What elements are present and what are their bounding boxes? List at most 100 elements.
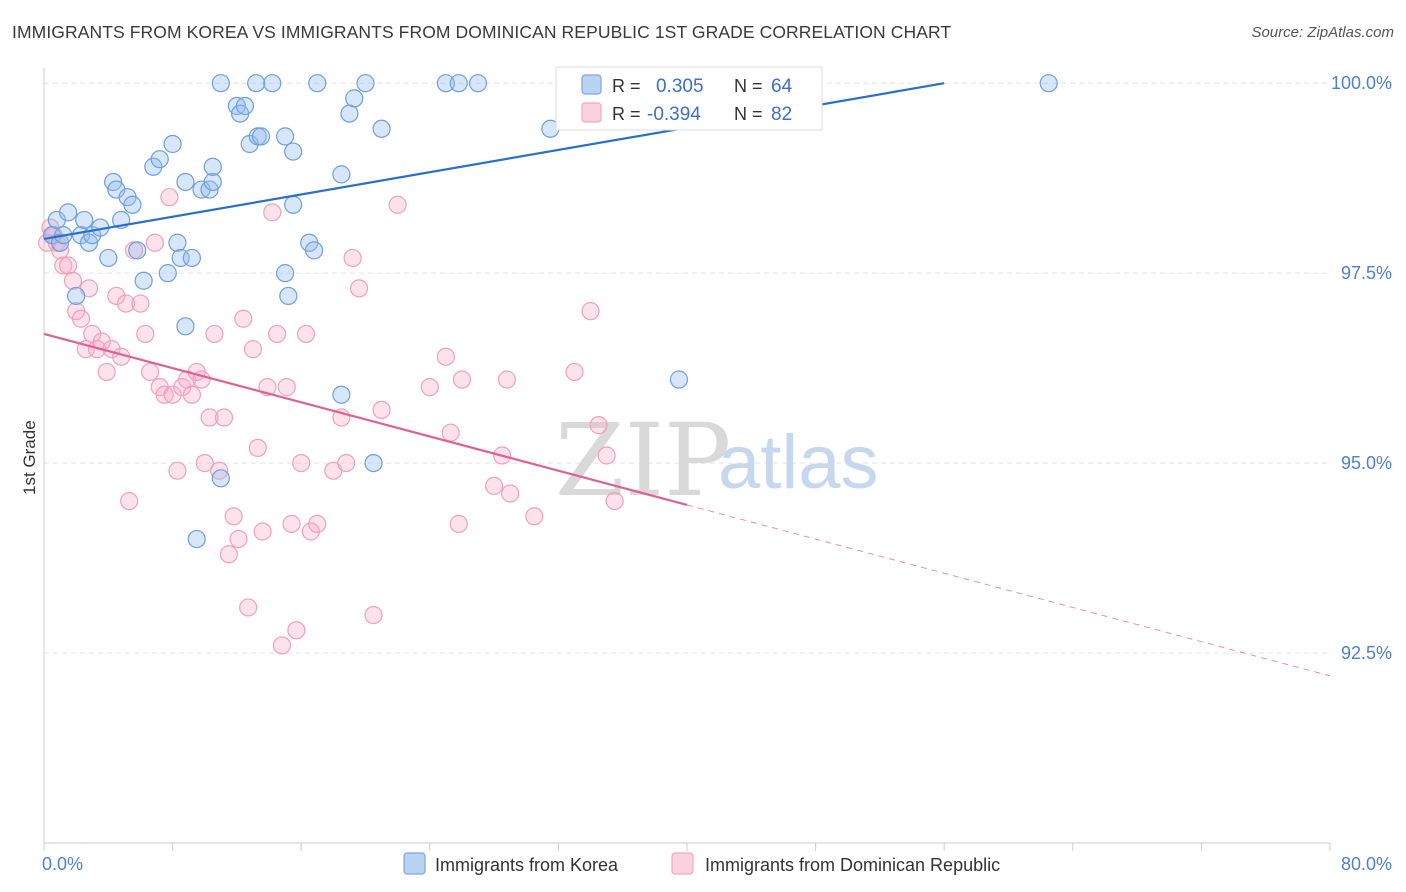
korea-point	[436, 74, 455, 93]
dominican-point	[372, 400, 391, 420]
dominican-point	[168, 461, 187, 480]
korea-point	[251, 127, 271, 146]
korea-point	[123, 195, 142, 214]
korea-point	[332, 385, 351, 404]
dominican-point	[308, 514, 327, 533]
dominican-point	[337, 453, 356, 473]
dominican-point	[388, 195, 407, 214]
dominican-point	[597, 446, 616, 465]
dominican-point	[364, 605, 383, 625]
axes	[43, 68, 1331, 851]
dominican-point	[195, 453, 214, 473]
dominican-point	[282, 514, 301, 533]
dominican-point	[182, 385, 201, 404]
dominican-point	[349, 279, 369, 298]
korea-point	[182, 248, 201, 268]
korea-point	[211, 74, 230, 93]
dominican-n-label: N =	[734, 104, 763, 124]
dominican-point	[277, 378, 296, 397]
y-tick-label: 95.0%	[1341, 453, 1392, 473]
korea-point	[308, 74, 327, 93]
dominican-point	[292, 453, 311, 473]
dominican-point	[263, 203, 282, 222]
dominican-point	[210, 461, 229, 480]
dominican-point	[97, 362, 116, 382]
dominican-point	[136, 324, 155, 344]
dominican-point	[452, 370, 472, 389]
korea-point	[158, 264, 177, 283]
dominican-point	[436, 347, 455, 366]
dominican-point	[120, 491, 139, 511]
korea-point	[284, 195, 303, 214]
korea-point	[364, 453, 383, 473]
korea-point	[263, 74, 282, 93]
korea-point	[203, 172, 222, 192]
x-tick-label: 0.0%	[42, 854, 83, 874]
korea-point	[345, 89, 364, 108]
dominican-point	[267, 324, 287, 344]
dominican-point	[272, 636, 292, 655]
y-tick-label: 97.5%	[1341, 263, 1392, 283]
dominican-point	[565, 362, 584, 382]
watermark-zip: ZIP	[555, 402, 731, 519]
dominican-r-label: R =	[612, 104, 641, 124]
korea-points	[42, 74, 1058, 549]
korea-point	[99, 248, 118, 268]
korea-point	[1039, 74, 1058, 93]
dominican-point	[205, 324, 224, 344]
korea-point	[176, 172, 195, 192]
korea-legend-swatch	[581, 74, 602, 95]
dominican-point	[248, 438, 267, 458]
dominican-point	[116, 294, 136, 313]
dominican-point	[140, 362, 160, 382]
dominican-bottom-swatch	[671, 852, 694, 875]
dominican-point	[420, 378, 439, 397]
korea-point	[144, 157, 163, 176]
korea-point	[284, 142, 303, 161]
dominican-point	[163, 385, 182, 404]
dominican-series-name: Immigrants from Dominican Republic	[705, 855, 1000, 875]
dominican-point	[234, 309, 253, 328]
dominican-point	[239, 598, 258, 617]
dominican-point	[63, 271, 83, 290]
dominican-point	[229, 529, 248, 549]
dominican-point	[243, 340, 263, 359]
dominican-point	[200, 408, 219, 427]
dominican-n-value: 82	[771, 104, 792, 125]
dominican-points	[38, 188, 624, 655]
dominican-point	[497, 370, 517, 389]
korea-point	[59, 203, 78, 222]
y-tick-label: 92.5%	[1341, 643, 1392, 663]
dominican-point	[301, 522, 320, 541]
dominican-point	[485, 476, 504, 495]
korea-point	[134, 271, 153, 290]
dominican-r-value: -0.394	[647, 104, 701, 125]
korea-point	[128, 241, 147, 260]
dominican-point	[343, 248, 362, 268]
korea-n-value: 64	[771, 76, 793, 97]
korea-point	[304, 241, 324, 260]
chart-title: IMMIGRANTS FROM KOREA VS IMMIGRANTS FROM…	[12, 22, 952, 42]
korea-point	[176, 317, 195, 336]
dominican-point	[107, 286, 126, 306]
korea-point	[150, 150, 169, 169]
dominican-trend-extension	[686, 504, 1331, 677]
dominican-point	[50, 241, 70, 260]
x-tick-label: 80.0%	[1341, 854, 1392, 874]
dominican-point	[219, 545, 238, 564]
dominican-point	[253, 522, 272, 541]
dominican-point	[71, 309, 91, 328]
korea-point	[203, 157, 222, 176]
dominican-point	[501, 484, 520, 503]
watermark-atlas: atlas	[718, 420, 879, 505]
dominican-point	[449, 514, 468, 533]
korea-point	[356, 74, 375, 93]
dominican-point	[54, 256, 73, 275]
dominican-trend-line	[43, 332, 688, 506]
chart-source: Source: ZipAtlas.com	[1251, 24, 1394, 41]
korea-n-label: N =	[734, 76, 763, 96]
korea-point	[75, 210, 94, 230]
korea-bottom-swatch	[403, 852, 426, 875]
dominican-point	[59, 256, 78, 275]
